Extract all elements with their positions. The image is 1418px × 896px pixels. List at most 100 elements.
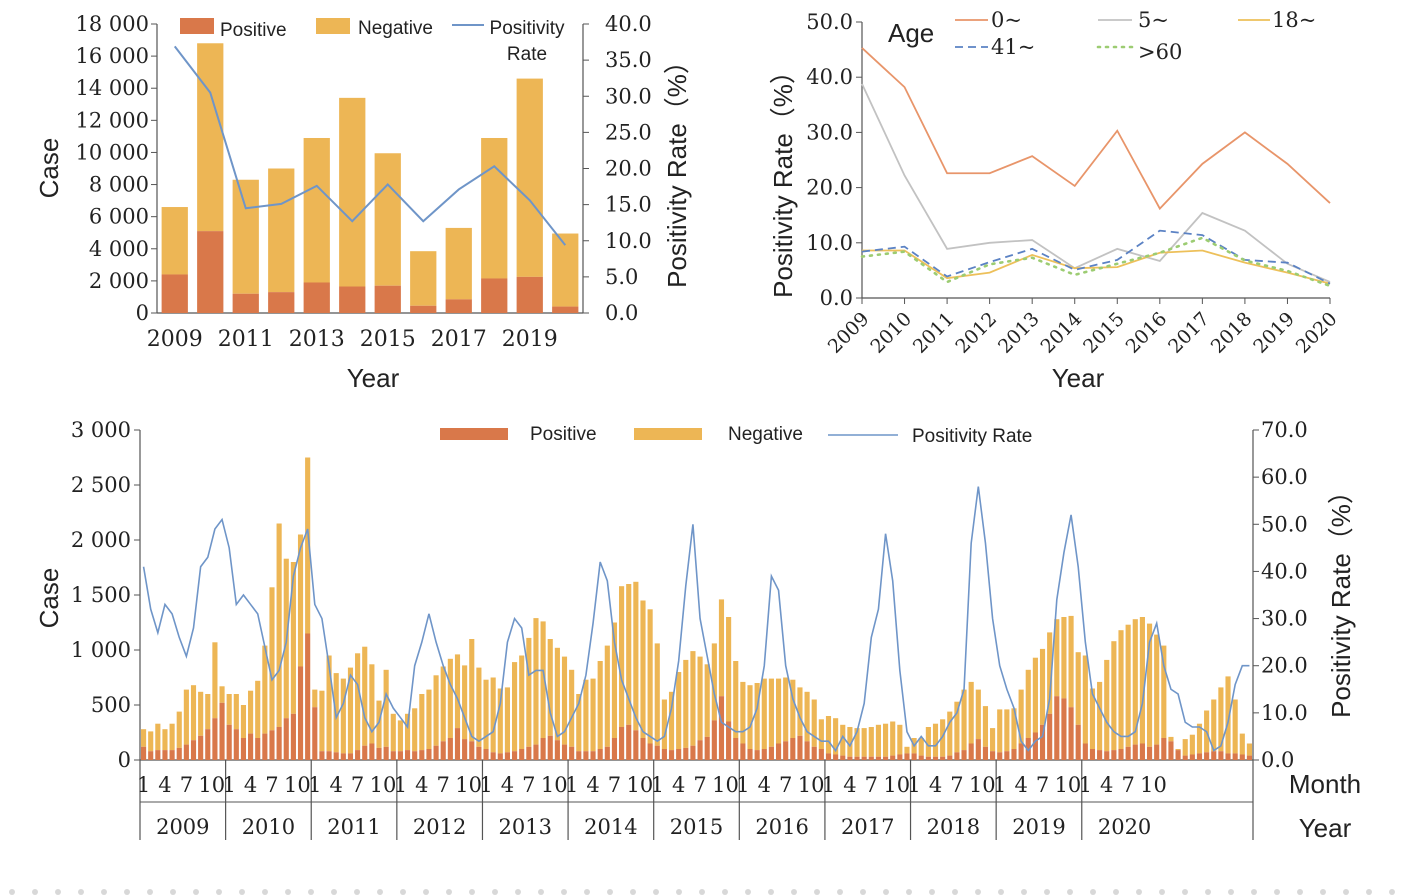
y2-tick-label: 5.0 [605,265,638,289]
negative-bar [590,678,596,752]
year-label: 2016 [755,815,808,839]
age-series-line [861,83,1331,283]
border-dot [860,889,866,895]
year-label: 2011 [327,815,380,839]
negative-bar [148,731,154,752]
month-tick-label: 10 [798,773,825,797]
y2-tick-label: 40.0 [605,12,652,36]
positive-bar [445,299,472,313]
y-axis-title: Positivity Rate（%） [768,58,798,298]
positive-bar [1125,746,1131,760]
negative-bar [1075,652,1081,725]
y2-tick-label: 40.0 [1261,559,1308,583]
border-dot [1113,889,1119,895]
negative-bar [640,600,646,738]
x-tick-label: 2020 [1292,308,1342,358]
border-dot [9,889,15,895]
negative-bar [954,701,960,753]
age-series-line [861,47,1331,211]
positive-bar [240,738,247,760]
negative-bar [1125,624,1131,747]
negative-bar [668,691,675,751]
positive-bar [369,743,375,760]
positive-bar [1196,753,1203,760]
border-dot [1067,889,1073,895]
positive-bar [554,740,560,760]
age-series-line [862,249,1331,285]
positive-bar [833,754,839,760]
border-dot [653,889,659,895]
border-dot [814,889,820,895]
positive-bar [783,741,789,760]
positive-bar [312,707,318,760]
positive-bar [305,633,311,760]
year-label: 2012 [413,815,466,839]
positive-bar [205,729,211,760]
positive-bar [1132,744,1138,760]
legend-negative: Negative [728,424,803,445]
negative-bar [516,78,543,277]
positive-bar [561,744,568,760]
negative-bar [469,639,475,742]
negative-bar [1025,669,1031,738]
negative-bar [847,727,853,757]
month-tick-label: 7 [265,773,278,797]
border-dot [768,889,774,895]
y-tick-label: 2 000 [89,269,149,293]
x-tick-label: 2011 [218,327,274,352]
positive-bar [954,752,960,760]
positive-bar [683,747,689,760]
month-tick-label: 1 [822,773,835,797]
negative-bar [718,599,725,697]
negative-bar [690,651,696,746]
negative-bar [547,639,553,736]
negative-bar [661,699,667,749]
negative-bar [882,723,889,757]
positive-bar [176,747,182,760]
negative-bar [654,643,660,746]
positive-bar [504,752,511,760]
month-tick-label: 1 [137,773,150,797]
border-dot [630,889,636,895]
negative-bar [312,689,318,708]
y-axis-title: Case [34,138,64,199]
border-dot [1205,889,1211,895]
negative-bar [362,646,368,746]
negative-bar [1175,749,1181,751]
positive-bar [262,733,268,760]
border-dot [78,889,84,895]
positive-bar [626,724,632,760]
positive-bar [397,751,403,760]
positive-bar [775,743,782,760]
y-tick-label: 16 000 [76,44,149,68]
positive-bar [1097,750,1103,760]
negative-bar [554,647,560,741]
negative-bar [162,729,168,751]
negative-bar [982,706,989,747]
negative-bar [511,662,518,752]
border-dot [331,889,337,895]
positive-bar [533,744,539,760]
border-dot [745,889,751,895]
border-dot [400,889,406,895]
positive-bar [726,721,732,760]
chart-annual-cases: 0 2 000 4 000 6 000 8 000 10 000 12 000 14 000 1… [34,12,692,393]
negative-bar [1196,723,1203,754]
legend-age-label: 41~ [991,35,1035,59]
positive-bar [410,305,437,313]
positive-bar [1025,738,1031,760]
border-dot [1021,889,1027,895]
negative-bar [268,168,295,293]
negative-bar [890,721,896,756]
negative-bar [198,691,204,736]
y2-tick-label: 25.0 [605,120,652,144]
positive-bar [961,750,967,760]
negative-bar [854,728,860,757]
negative-bar [783,677,789,742]
positive-bar [918,755,924,760]
border-dot [515,889,521,895]
negative-bar [276,523,282,727]
positive-bar [440,741,446,760]
y-tick-label: 2 500 [71,473,131,497]
positive-bar [276,727,282,760]
